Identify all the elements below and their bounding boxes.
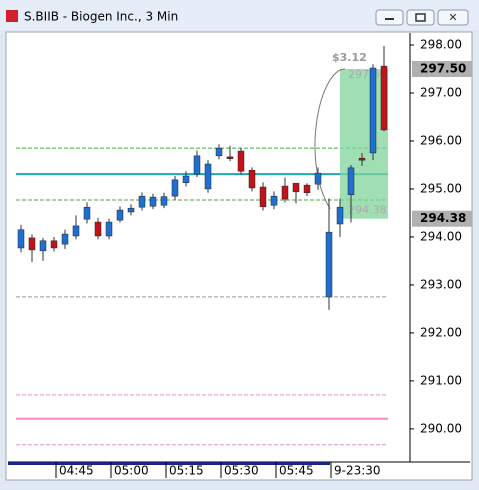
candle-body: [303, 184, 311, 194]
measure-low: 294.38: [348, 204, 387, 217]
candle-body: [94, 221, 102, 237]
time-bar: [8, 462, 330, 465]
y-tick-label: 290.00: [420, 421, 462, 435]
candle-body: [105, 221, 113, 237]
candle-body: [325, 231, 333, 298]
measure-high: 297.50: [348, 68, 387, 81]
candle-body: [314, 172, 322, 185]
window-title: S.BIIB - Biogen Inc., 3 Min: [24, 10, 178, 24]
y-tick-label: 291.00: [420, 373, 462, 387]
candle-body: [193, 155, 201, 175]
candle-body: [215, 147, 223, 157]
price-marker: [412, 210, 472, 227]
candle-body: [171, 179, 179, 197]
minimize-button[interactable]: [375, 9, 404, 26]
candle-body: [39, 240, 47, 252]
candle-body: [50, 240, 58, 249]
x-tick-label: 9-23:30: [334, 464, 381, 478]
candle-body: [28, 237, 36, 251]
candle-body: [204, 163, 212, 190]
y-tick-label: 295.00: [420, 181, 462, 195]
x-tick-label: 05:15: [169, 464, 204, 478]
y-tick-label: 296.00: [420, 133, 462, 147]
close-button[interactable]: [437, 9, 469, 26]
candle-body: [358, 157, 366, 161]
candle-body: [160, 196, 168, 206]
candle-body: [369, 67, 377, 154]
candle-body: [237, 150, 245, 172]
candle-body: [347, 167, 355, 195]
maximize-button[interactable]: [406, 9, 435, 26]
candle-body: [270, 195, 278, 206]
candle-body: [336, 206, 344, 225]
x-tick-label: 05:30: [224, 464, 259, 478]
candle-body: [61, 233, 69, 245]
x-tick-label: 05:45: [279, 464, 314, 478]
y-tick-label: 298.00: [420, 37, 462, 51]
candle-body: [83, 206, 91, 220]
measure-curve: [314, 68, 346, 209]
app-icon: [6, 10, 18, 22]
y-tick-label: 293.00: [420, 277, 462, 291]
candle-body: [72, 225, 80, 237]
candle-body: [226, 156, 234, 159]
x-tick-label: 05:00: [114, 464, 149, 478]
candle-body: [17, 229, 25, 249]
candle-body: [281, 185, 289, 200]
candle-body: [138, 195, 146, 208]
close-icon: ✕: [448, 11, 457, 24]
price-marker-label: 294.38: [420, 211, 466, 225]
measure-change: $3.12: [332, 51, 367, 64]
candle-body: [127, 207, 135, 213]
candle-body: [116, 209, 124, 221]
price-marker-label: 297.50: [420, 61, 466, 75]
y-tick-label: 297.00: [420, 85, 462, 99]
candle-body: [380, 65, 388, 131]
candle-body: [248, 169, 256, 189]
candle-body: [259, 186, 267, 207]
chart-frame: [5, 31, 473, 481]
price-marker: [412, 60, 472, 77]
y-tick-label: 294.00: [420, 229, 462, 243]
maximize-icon: [415, 13, 426, 22]
candle-body: [149, 196, 157, 207]
candle-body: [182, 175, 190, 183]
x-tick-label: 04:45: [59, 464, 94, 478]
candle-body: [292, 182, 300, 193]
y-tick-label: 292.00: [420, 325, 462, 339]
chart: 290.00 291.00 292.00 293.00 294.00 295.00 296.…: [8, 33, 472, 478]
